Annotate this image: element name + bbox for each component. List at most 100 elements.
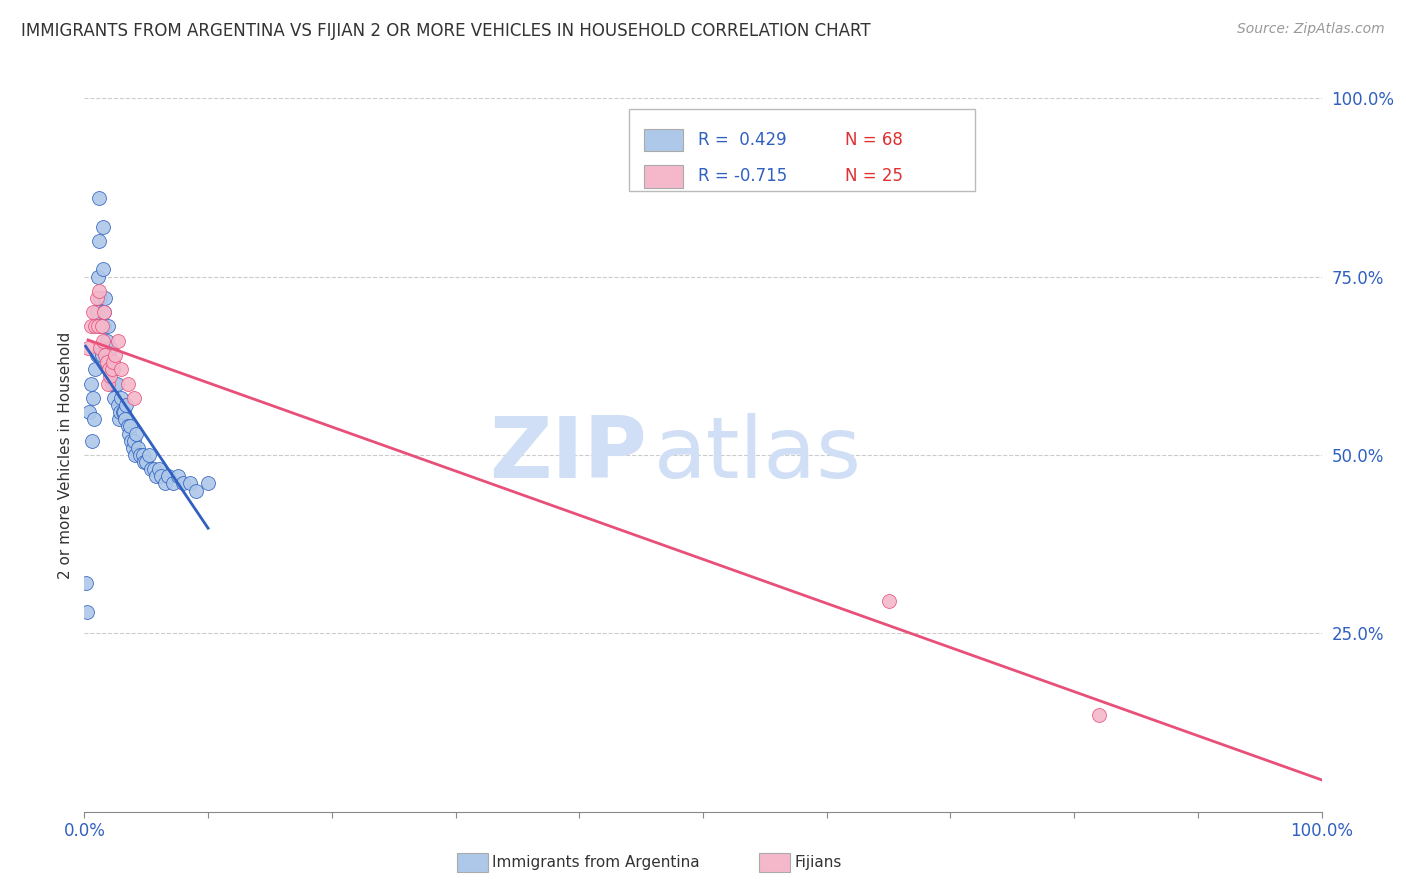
Point [96, 334, 118, 348]
Point [104, 348, 127, 362]
Point [132, 455, 155, 469]
Point [100, 362, 122, 376]
Point [97, 376, 120, 391]
Point [90, 319, 112, 334]
Point [96, 348, 118, 362]
Point [110, 362, 132, 376]
Point [94, 348, 117, 362]
Point [114, 412, 136, 426]
Point [125, 426, 148, 441]
Text: ZIP: ZIP [489, 413, 647, 497]
Point [77, 341, 100, 355]
Point [94, 291, 117, 305]
Bar [644, 165, 683, 187]
Text: Immigrants from Argentina: Immigrants from Argentina [492, 855, 700, 870]
Point [131, 448, 153, 462]
Text: N = 68: N = 68 [845, 131, 903, 149]
Point [118, 426, 141, 441]
Point [108, 412, 131, 426]
Point [179, 476, 201, 491]
Point [167, 469, 190, 483]
Text: R = -0.715: R = -0.715 [697, 167, 787, 186]
Point [122, 434, 145, 448]
Point [89, 284, 111, 298]
Point [101, 355, 124, 369]
Point [107, 334, 129, 348]
Point [100, 355, 122, 369]
Point [105, 376, 128, 391]
Text: Fijians: Fijians [794, 855, 842, 870]
Text: Source: ZipAtlas.com: Source: ZipAtlas.com [1237, 22, 1385, 37]
Point [120, 419, 142, 434]
Point [124, 448, 146, 462]
Point [79, 376, 101, 391]
Point [89, 191, 111, 205]
Point [89, 341, 111, 355]
Point [97, 319, 120, 334]
Point [82, 391, 104, 405]
Point [148, 462, 170, 476]
Point [112, 405, 135, 419]
Point [110, 405, 132, 419]
Point [98, 362, 121, 376]
Point [98, 369, 121, 384]
Point [86, 291, 108, 305]
Point [76, 605, 98, 619]
Point [90, 348, 112, 362]
Point [150, 469, 173, 483]
Point [157, 469, 180, 483]
Point [877, 594, 900, 608]
Text: N = 25: N = 25 [845, 167, 903, 186]
Bar [644, 128, 683, 152]
Point [89, 319, 111, 334]
Point [117, 376, 139, 391]
Point [172, 476, 194, 491]
Point [89, 234, 111, 248]
Point [103, 391, 125, 405]
Point [98, 362, 121, 376]
Point [86, 348, 108, 362]
Text: atlas: atlas [654, 413, 862, 497]
Point [82, 305, 104, 319]
Point [96, 355, 118, 369]
Point [91, 262, 114, 277]
Point [87, 269, 110, 284]
FancyBboxPatch shape [628, 109, 976, 191]
Point [141, 462, 163, 476]
Point [98, 348, 121, 362]
Point [197, 476, 219, 491]
Point [111, 405, 134, 419]
Point [93, 305, 115, 319]
Y-axis label: 2 or more Vehicles in Household: 2 or more Vehicles in Household [58, 331, 73, 579]
Point [120, 434, 142, 448]
Point [117, 419, 139, 434]
Point [83, 412, 105, 426]
Point [79, 405, 101, 419]
Point [121, 441, 143, 455]
Point [145, 469, 167, 483]
Text: R =  0.429: R = 0.429 [697, 131, 787, 149]
Point [84, 362, 107, 376]
Point [86, 305, 108, 319]
Point [100, 376, 122, 391]
Point [110, 391, 132, 405]
Point [98, 341, 121, 355]
Point [107, 398, 129, 412]
Point [93, 319, 115, 334]
Point [129, 448, 152, 462]
Point [87, 319, 110, 334]
Point [115, 398, 138, 412]
Point [101, 362, 124, 376]
Point [122, 391, 145, 405]
Point [84, 319, 107, 334]
Point [1088, 708, 1111, 723]
Point [93, 305, 115, 319]
Point [184, 483, 207, 498]
Point [75, 576, 97, 591]
Point [80, 434, 103, 448]
Point [127, 441, 149, 455]
Point [142, 462, 165, 476]
Text: IMMIGRANTS FROM ARGENTINA VS FIJIAN 2 OR MORE VEHICLES IN HOUSEHOLD CORRELATION : IMMIGRANTS FROM ARGENTINA VS FIJIAN 2 OR… [21, 22, 870, 40]
Point [135, 455, 157, 469]
Point [91, 219, 114, 234]
